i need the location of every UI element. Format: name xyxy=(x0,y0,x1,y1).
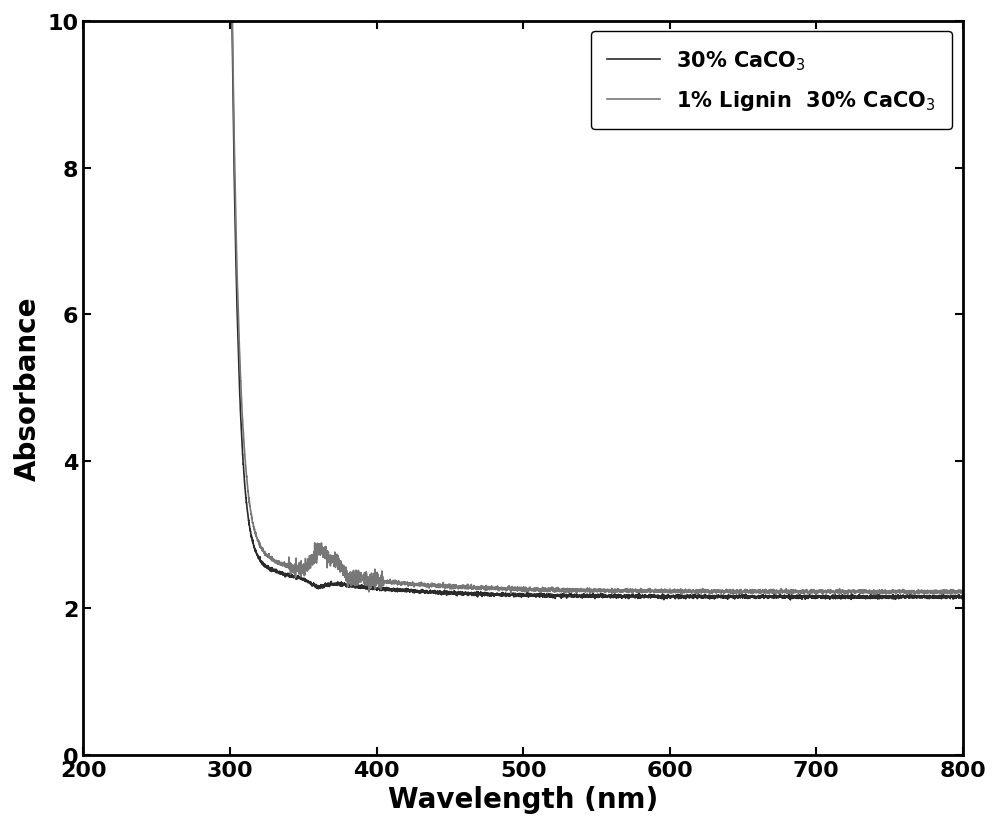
30% CaCO$_3$ xyxy=(77,17,89,26)
30% CaCO$_3$ xyxy=(957,591,969,601)
Line: 30% CaCO$_3$: 30% CaCO$_3$ xyxy=(83,22,963,600)
1% Lignin  30% CaCO$_3$ xyxy=(893,587,905,597)
Legend: 30% CaCO$_3$, 1% Lignin  30% CaCO$_3$: 30% CaCO$_3$, 1% Lignin 30% CaCO$_3$ xyxy=(591,32,952,130)
Line: 1% Lignin  30% CaCO$_3$: 1% Lignin 30% CaCO$_3$ xyxy=(83,22,963,595)
1% Lignin  30% CaCO$_3$ xyxy=(299,554,311,564)
1% Lignin  30% CaCO$_3$ xyxy=(460,583,472,593)
1% Lignin  30% CaCO$_3$ xyxy=(869,590,881,600)
30% CaCO$_3$ xyxy=(893,593,905,603)
1% Lignin  30% CaCO$_3$ xyxy=(957,586,969,595)
30% CaCO$_3$ xyxy=(784,595,796,605)
30% CaCO$_3$ xyxy=(772,591,784,601)
1% Lignin  30% CaCO$_3$ xyxy=(338,571,350,581)
30% CaCO$_3$ xyxy=(338,578,350,588)
Y-axis label: Absorbance: Absorbance xyxy=(14,296,42,480)
X-axis label: Wavelength (nm): Wavelength (nm) xyxy=(388,785,658,813)
1% Lignin  30% CaCO$_3$ xyxy=(681,587,693,597)
30% CaCO$_3$ xyxy=(299,575,311,585)
1% Lignin  30% CaCO$_3$ xyxy=(772,587,784,597)
30% CaCO$_3$ xyxy=(681,592,693,602)
30% CaCO$_3$ xyxy=(460,587,472,597)
1% Lignin  30% CaCO$_3$ xyxy=(77,17,89,26)
